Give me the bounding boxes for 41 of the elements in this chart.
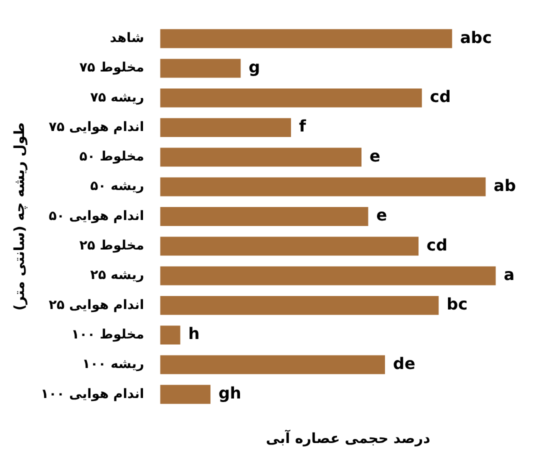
bar xyxy=(160,236,419,256)
y-tick-label: ۵۰ اندام هوایی xyxy=(48,208,144,224)
annotation: g xyxy=(248,57,260,76)
y-tick-label: ۱۰۰ مخلوط xyxy=(71,327,144,342)
annotation: abc xyxy=(460,28,492,47)
y-tick-label: ۷۵ ریشه xyxy=(90,90,144,106)
annotation: gh xyxy=(218,384,242,403)
bar xyxy=(160,118,292,138)
y-tick-label: شاهد xyxy=(110,31,144,46)
x-axis-title: درصد حجمی عصاره آبی xyxy=(266,429,430,448)
bar xyxy=(160,58,241,78)
y-tick-label: ۵۰ مخلوط xyxy=(79,150,144,165)
annotation: ab xyxy=(494,176,516,196)
y-tick-label: ۷۵ مخلوط xyxy=(79,60,144,76)
y-tick-label: ۱۰۰ ریشه xyxy=(82,357,144,372)
annotation: cd xyxy=(430,87,451,106)
y-tick-label: ۱۰۰ اندام هوایی xyxy=(40,386,144,402)
y-tick-label: ۷۵ اندام هوایی xyxy=(48,120,144,135)
annotation: a xyxy=(504,264,515,284)
y-tick-label: ۲۵ اندام هوایی xyxy=(48,298,144,313)
annotation: e xyxy=(369,146,380,166)
y-tick-label: ۵۰ ریشه xyxy=(90,179,144,194)
bar xyxy=(160,207,368,226)
y-tick-label: ۲۵ ریشه xyxy=(90,268,144,284)
bar xyxy=(160,266,496,286)
bar xyxy=(160,326,180,345)
y-tick-label: ۲۵ مخلوط xyxy=(79,238,144,254)
bar xyxy=(160,29,452,48)
annotation: bc xyxy=(446,294,468,314)
annotation: e xyxy=(376,206,388,225)
bar xyxy=(160,148,362,167)
y-axis-title: طول ریشه چه (سانتی متر) xyxy=(12,122,28,311)
bar xyxy=(160,384,210,404)
bar xyxy=(160,88,422,108)
annotation: h xyxy=(188,324,200,344)
bar xyxy=(160,177,486,196)
bar xyxy=(160,296,439,315)
bar xyxy=(160,355,385,374)
annotation: de xyxy=(392,354,416,373)
annotation: cd xyxy=(426,235,448,254)
annotation: f xyxy=(299,116,308,136)
